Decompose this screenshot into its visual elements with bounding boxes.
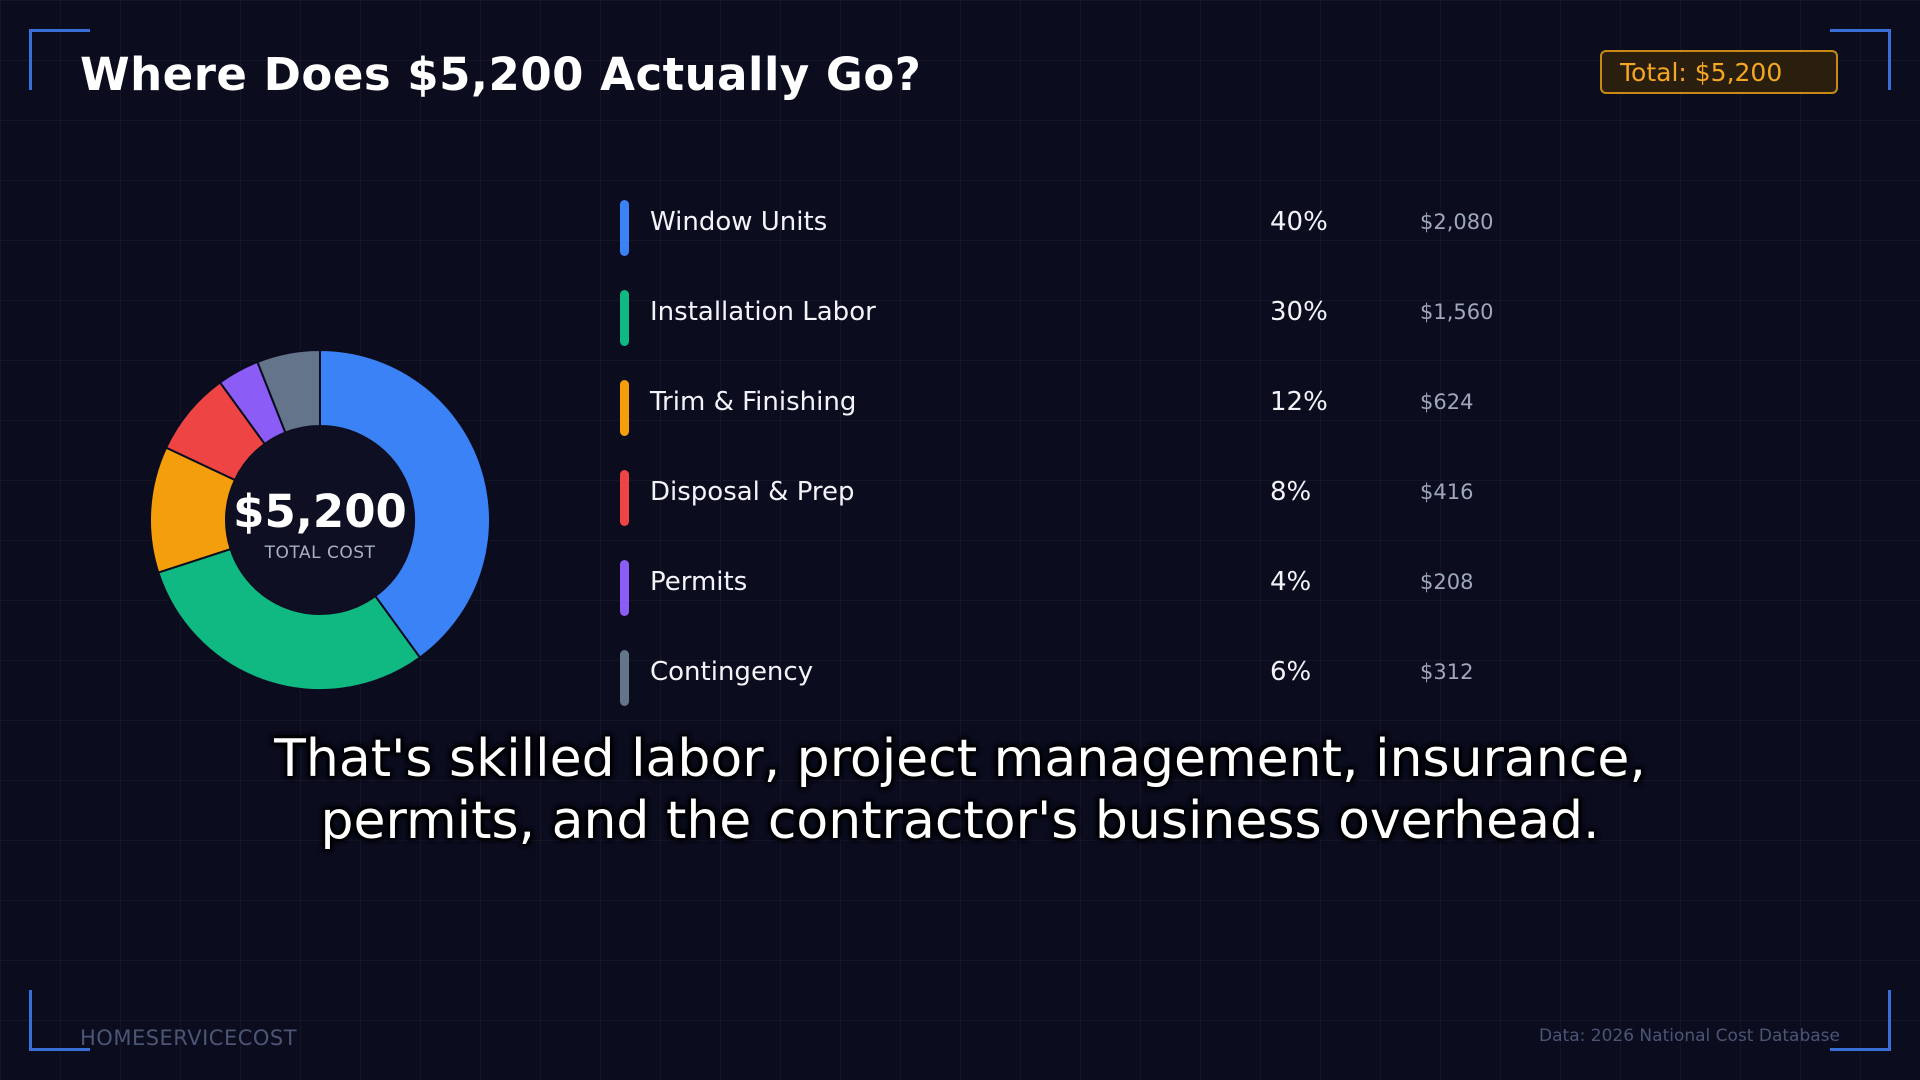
legend-color-bar	[620, 650, 629, 706]
legend-color-bar	[620, 290, 629, 346]
legend-amount: $416	[1420, 480, 1474, 504]
legend-row: Trim & Finishing 12% $624	[620, 377, 1520, 467]
corner-bracket-top-left	[29, 29, 90, 90]
page-title: Where Does $5,200 Actually Go?	[80, 48, 922, 101]
corner-bracket-bottom-left	[29, 990, 90, 1051]
caption-line-2: permits, and the contractor's business o…	[320, 791, 1600, 851]
legend-label: Trim & Finishing	[650, 387, 857, 417]
legend-amount: $1,560	[1420, 300, 1494, 324]
donut-chart: $5,200 TOTAL COST	[140, 340, 500, 700]
legend-amount: $312	[1420, 660, 1474, 684]
legend-label: Disposal & Prep	[650, 477, 855, 507]
legend-amount: $624	[1420, 390, 1474, 414]
donut-center-value: $5,200	[233, 485, 407, 538]
legend-amount: $2,080	[1420, 210, 1494, 234]
total-badge: Total: $5,200	[1600, 50, 1838, 94]
legend-label: Contingency	[650, 657, 814, 687]
donut-svg	[149, 348, 491, 691]
legend-amount: $208	[1420, 570, 1474, 594]
source-label: Data: 2026 National Cost Database	[1539, 1026, 1840, 1046]
legend-percent: 30%	[1270, 297, 1328, 327]
brand-label: HOMESERVICECOST	[80, 1026, 298, 1050]
legend-color-bar	[620, 470, 629, 526]
legend-label: Permits	[650, 567, 748, 597]
donut-hole	[226, 426, 414, 614]
legend-label: Window Units	[650, 207, 828, 237]
donut-center-label: TOTAL COST	[264, 543, 376, 563]
legend: Window Units 40% $2,080 Installation Labor 3…	[620, 197, 1520, 737]
legend-color-bar	[620, 200, 629, 256]
corner-bracket-top-right	[1830, 29, 1891, 90]
legend-percent: 4%	[1270, 567, 1312, 597]
legend-percent: 12%	[1270, 387, 1328, 417]
legend-row: Installation Labor 30% $1,560	[620, 287, 1520, 377]
legend-label: Installation Labor	[650, 297, 876, 327]
legend-color-bar	[620, 560, 629, 616]
legend-percent: 8%	[1270, 477, 1312, 507]
legend-row: Window Units 40% $2,080	[620, 197, 1520, 287]
caption-line-1: That's skilled labor, project management…	[274, 729, 1646, 789]
legend-color-bar	[620, 380, 629, 436]
legend-percent: 6%	[1270, 657, 1312, 687]
legend-row: Permits 4% $208	[620, 557, 1520, 647]
corner-bracket-bottom-right	[1830, 990, 1891, 1051]
legend-row: Contingency 6% $312	[620, 647, 1520, 737]
caption: That's skilled labor, project management…	[0, 728, 1920, 852]
legend-percent: 40%	[1270, 207, 1328, 237]
legend-row: Disposal & Prep 8% $416	[620, 467, 1520, 557]
